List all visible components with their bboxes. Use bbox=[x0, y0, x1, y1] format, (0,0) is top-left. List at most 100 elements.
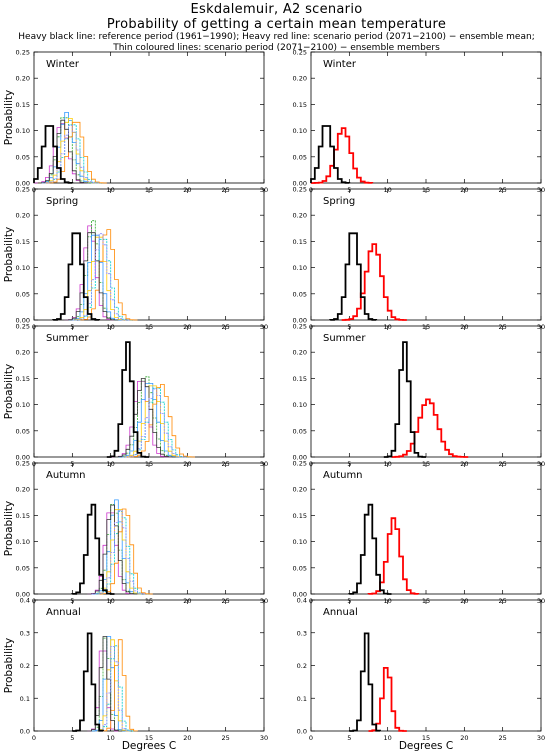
y-tick-label: 0.10 bbox=[16, 538, 30, 546]
ensemble-member-line-spring-1 bbox=[64, 225, 115, 321]
y-tick-label: 0.00 bbox=[293, 317, 307, 325]
plot-frame-winter-mean bbox=[310, 51, 542, 184]
ensemble-member-line-summer-6 bbox=[126, 384, 195, 458]
x-tick-label: 25 bbox=[499, 734, 507, 742]
y-tick-label: 0.25 bbox=[16, 186, 30, 194]
figure-subtitle: Probability of getting a certain mean te… bbox=[106, 17, 447, 32]
y-tick-label: 0.05 bbox=[293, 290, 307, 298]
x-axis-label-right: Degrees C bbox=[399, 740, 453, 752]
plot-frame-autumn-mean bbox=[310, 462, 542, 595]
y-tick-label: 0.25 bbox=[16, 323, 30, 331]
x-tick-label: 15 bbox=[145, 734, 153, 742]
y-tick-label: 0.1 bbox=[297, 695, 307, 703]
season-label-annual-members: Annual bbox=[46, 607, 81, 618]
x-tick-label: 0 bbox=[32, 734, 36, 742]
y-tick-label: 0.15 bbox=[16, 101, 30, 109]
x-tick-label: 5 bbox=[347, 734, 351, 742]
y-tick-label: 0.20 bbox=[16, 212, 30, 220]
plot-frame-summer-mean bbox=[310, 325, 542, 458]
y-tick-label: 0.2 bbox=[297, 662, 307, 670]
ensemble-member-line-autumn-3 bbox=[91, 499, 142, 595]
ensemble-member-line-winter-8 bbox=[41, 125, 100, 184]
ensemble-mean-line-summer bbox=[391, 398, 469, 458]
reference-line-summer-members bbox=[106, 341, 149, 458]
y-tick-label: 0.15 bbox=[16, 238, 30, 246]
y-tick-label: 0.00 bbox=[16, 591, 30, 599]
y-tick-label: 0.25 bbox=[16, 460, 30, 468]
reference-line-winter-mean bbox=[310, 125, 351, 184]
y-tick-label: 0.0 bbox=[297, 728, 307, 736]
y-tick-label: 0.00 bbox=[16, 454, 30, 462]
season-label-annual-mean: Annual bbox=[323, 607, 358, 618]
x-tick-label: 10 bbox=[384, 734, 392, 742]
y-tick-label: 0.10 bbox=[293, 127, 307, 135]
season-label-autumn-members: Autumn bbox=[46, 470, 86, 481]
ensemble-member-line-summer-7 bbox=[114, 378, 176, 458]
figure-title: Eskdalemuir, A2 scenario bbox=[190, 2, 363, 17]
y-axis-label-winter: Probability bbox=[3, 90, 15, 146]
x-tick-label: 30 bbox=[537, 734, 545, 742]
y-tick-label: 0.20 bbox=[293, 212, 307, 220]
season-label-summer-mean: Summer bbox=[323, 333, 366, 344]
figure-header: Eskdalemuir, A2 scenario Probability of … bbox=[0, 0, 553, 54]
y-tick-label: 0.00 bbox=[293, 591, 307, 599]
ensemble-member-line-spring-7 bbox=[64, 232, 119, 321]
ensemble-mean-line-winter bbox=[311, 127, 374, 184]
ensemble-member-line-spring-6 bbox=[79, 229, 138, 321]
x-tick-label: 25 bbox=[222, 734, 230, 742]
plot-frame-annual-members bbox=[33, 599, 265, 732]
y-tick-label: 0.10 bbox=[16, 401, 30, 409]
y-tick-label: 0.25 bbox=[16, 49, 30, 57]
plot-frame-annual-mean bbox=[310, 599, 542, 732]
y-tick-label: 0.25 bbox=[293, 49, 307, 57]
ensemble-member-line-summer-8 bbox=[122, 388, 188, 458]
y-tick-label: 0.05 bbox=[293, 153, 307, 161]
y-tick-label: 0.05 bbox=[293, 427, 307, 435]
x-tick-label: 5 bbox=[70, 734, 74, 742]
ensemble-member-line-autumn-6 bbox=[99, 508, 153, 595]
ensemble-mean-line-spring bbox=[341, 243, 407, 321]
y-tick-label: 0.10 bbox=[16, 264, 30, 272]
ensemble-member-line-annual-4 bbox=[95, 639, 130, 732]
plot-frame-spring-members bbox=[33, 188, 265, 321]
legend-note-1: Heavy black line: reference period (1961… bbox=[18, 32, 535, 42]
y-tick-label: 0.10 bbox=[293, 264, 307, 272]
reference-line-annual-mean bbox=[349, 632, 381, 732]
season-label-autumn-mean: Autumn bbox=[323, 470, 363, 481]
y-tick-label: 0.05 bbox=[16, 564, 30, 572]
y-tick-label: 0.15 bbox=[293, 512, 307, 520]
ensemble-member-line-winter-7 bbox=[37, 119, 89, 184]
season-label-summer-members: Summer bbox=[46, 333, 89, 344]
plot-frame-spring-mean bbox=[310, 188, 542, 321]
x-tick-label: 10 bbox=[107, 734, 115, 742]
ensemble-member-line-autumn-8 bbox=[91, 509, 146, 595]
y-tick-label: 0.20 bbox=[16, 349, 30, 357]
season-label-winter-members: Winter bbox=[46, 59, 80, 70]
ensemble-member-line-autumn-7 bbox=[87, 504, 138, 595]
y-tick-label: 0.4 bbox=[20, 597, 30, 605]
y-tick-label: 0.05 bbox=[293, 564, 307, 572]
y-tick-label: 0.20 bbox=[16, 75, 30, 83]
y-tick-label: 0.10 bbox=[16, 127, 30, 135]
y-tick-label: 0.25 bbox=[293, 323, 307, 331]
season-label-spring-members: Spring bbox=[46, 196, 78, 207]
ensemble-member-line-winter-3 bbox=[37, 112, 96, 184]
y-tick-label: 0.25 bbox=[293, 186, 307, 194]
reference-line-annual-members bbox=[72, 632, 104, 732]
y-tick-label: 0.15 bbox=[293, 238, 307, 246]
y-tick-label: 0.00 bbox=[16, 180, 30, 188]
reference-line-spring-mean bbox=[329, 232, 378, 321]
season-label-winter-mean: Winter bbox=[323, 59, 357, 70]
x-tick-label: 15 bbox=[422, 734, 430, 742]
y-tick-label: 0.10 bbox=[293, 538, 307, 546]
reference-line-summer-mean bbox=[383, 341, 426, 458]
ensemble-member-line-spring-8 bbox=[72, 233, 130, 321]
ensemble-member-line-winter-6 bbox=[45, 121, 107, 184]
ensemble-member-line-annual-7 bbox=[87, 636, 123, 732]
y-tick-label: 0.00 bbox=[293, 180, 307, 188]
reference-line-autumn-members bbox=[71, 503, 115, 595]
reference-line-spring-members bbox=[52, 232, 101, 321]
y-tick-label: 0.20 bbox=[16, 486, 30, 494]
reference-line-autumn-mean bbox=[348, 503, 392, 595]
y-tick-label: 0.1 bbox=[20, 695, 30, 703]
